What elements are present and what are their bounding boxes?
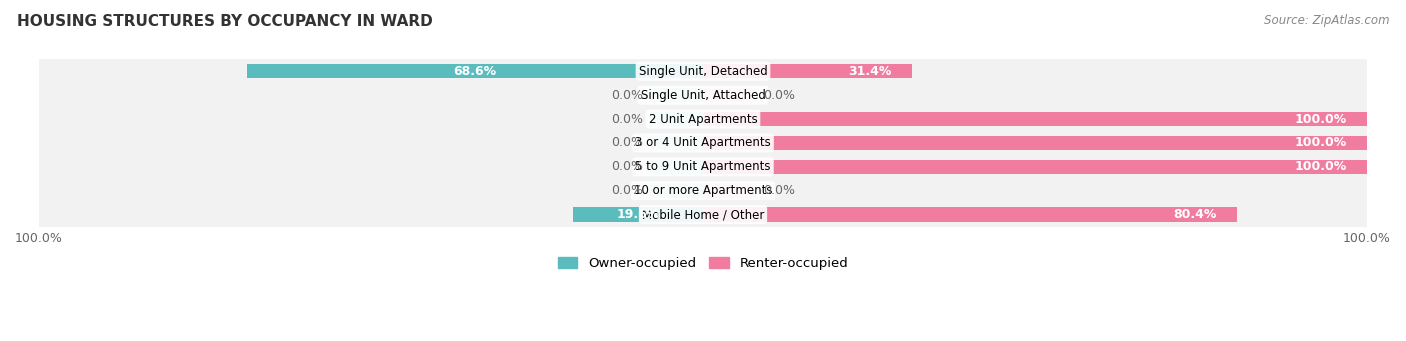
Bar [39,59,1367,83]
Bar [650,160,703,174]
Bar [572,207,703,222]
Text: 0.0%: 0.0% [612,160,643,173]
Text: 100.0%: 100.0% [1295,136,1347,149]
Bar [39,203,1367,226]
Bar [703,207,1237,222]
Bar [650,88,703,102]
Text: 2 Unit Apartments: 2 Unit Apartments [648,113,758,125]
Bar [39,83,1367,107]
Text: 3 or 4 Unit Apartments: 3 or 4 Unit Apartments [636,136,770,149]
Text: Single Unit, Detached: Single Unit, Detached [638,65,768,78]
Bar [39,131,1367,155]
Bar [703,160,1367,174]
Text: 0.0%: 0.0% [763,184,794,197]
Text: 0.0%: 0.0% [612,89,643,102]
Bar [650,136,703,150]
Bar [39,179,1367,203]
Text: 19.6%: 19.6% [616,208,659,221]
Text: Source: ZipAtlas.com: Source: ZipAtlas.com [1264,14,1389,27]
Bar [650,112,703,126]
Bar [703,136,1367,150]
Bar [39,155,1367,179]
Legend: Owner-occupied, Renter-occupied: Owner-occupied, Renter-occupied [558,257,848,270]
Text: 0.0%: 0.0% [612,136,643,149]
Text: 68.6%: 68.6% [454,65,496,78]
Bar [703,183,756,198]
Bar [703,64,911,78]
Text: 31.4%: 31.4% [848,65,891,78]
Bar [650,183,703,198]
Text: 0.0%: 0.0% [612,184,643,197]
Text: Mobile Home / Other: Mobile Home / Other [641,208,765,221]
Text: 0.0%: 0.0% [612,113,643,125]
Text: 100.0%: 100.0% [1295,113,1347,125]
Bar [703,112,1367,126]
Text: 0.0%: 0.0% [763,89,794,102]
Text: 5 to 9 Unit Apartments: 5 to 9 Unit Apartments [636,160,770,173]
Text: Single Unit, Attached: Single Unit, Attached [641,89,765,102]
Text: 80.4%: 80.4% [1174,208,1218,221]
Text: HOUSING STRUCTURES BY OCCUPANCY IN WARD: HOUSING STRUCTURES BY OCCUPANCY IN WARD [17,14,433,29]
Bar [703,88,756,102]
Bar [39,107,1367,131]
Text: 100.0%: 100.0% [1295,160,1347,173]
Bar [247,64,703,78]
Text: 10 or more Apartments: 10 or more Apartments [634,184,772,197]
